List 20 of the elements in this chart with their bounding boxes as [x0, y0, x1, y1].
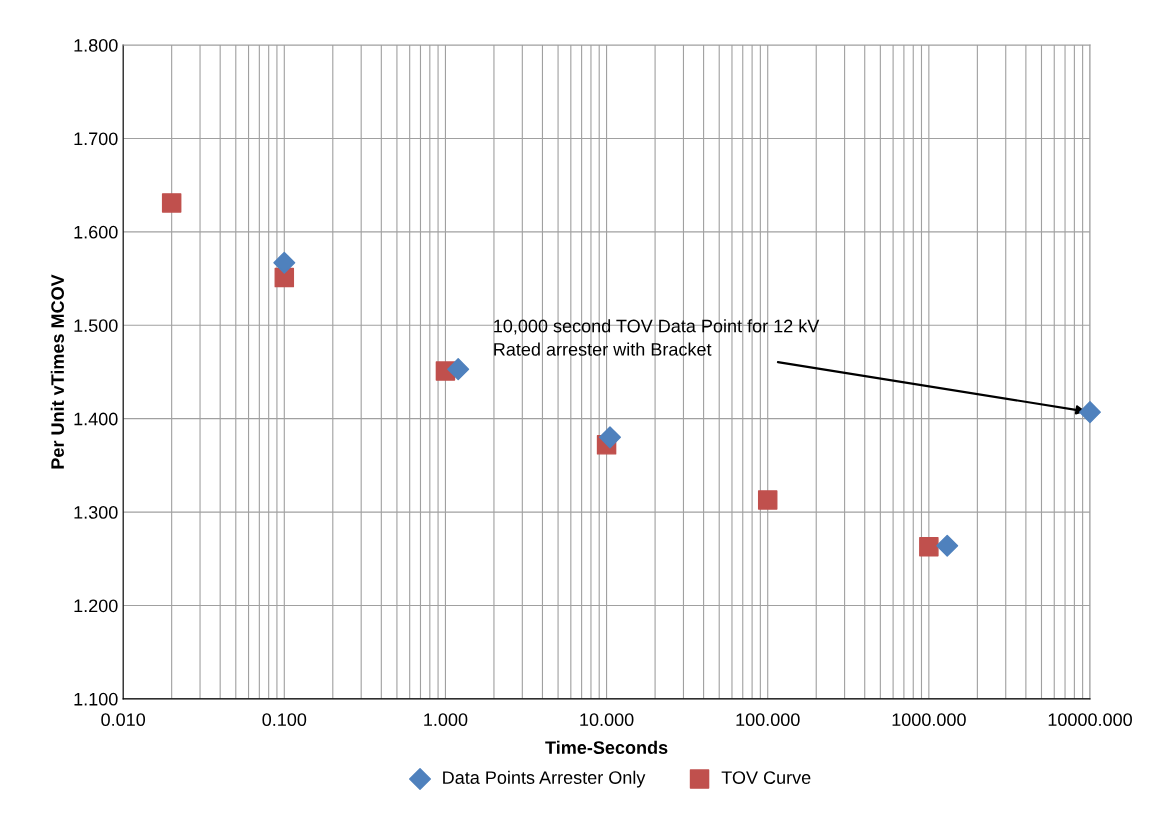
x-tick-label: 0.010	[101, 713, 146, 727]
y-tick-label: 1.300	[74, 506, 118, 519]
y-tick-label: 1.200	[74, 599, 118, 613]
y-tick-label: 1.100	[74, 692, 118, 706]
x-tick-label: 100.000	[736, 713, 800, 727]
x-tick-label: 0.100	[262, 713, 307, 727]
x-axis-title: Time-Seconds	[545, 740, 668, 754]
legend-label: Data Points Arrester Only	[443, 770, 646, 788]
legend-label: TOV Curve	[721, 771, 811, 784]
x-tick-label: 10.000	[580, 713, 634, 727]
x-tick-label: 1.000	[424, 713, 468, 727]
y-tick-label: 1.400	[74, 412, 118, 426]
x-tick-label: 10000.000	[1048, 713, 1132, 727]
y-tick-label: 1.600	[74, 225, 118, 239]
y-tick-label: 1.800	[74, 38, 118, 52]
annotation: 10,000 second TOV Data Point for 12 kV Rated arrester with Bracket	[494, 319, 820, 356]
y-tick-label: 1.500	[74, 319, 118, 332]
y-tick-label: 1.700	[74, 132, 118, 146]
y-axis-title: Per Unit vTimes MCOV	[50, 274, 64, 469]
x-tick-label: 1000.000	[892, 713, 966, 727]
